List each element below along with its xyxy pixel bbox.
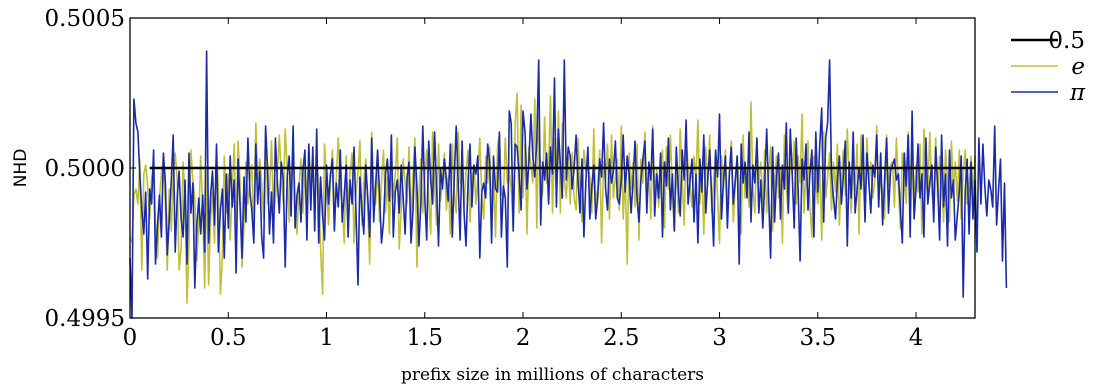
x-tick-label: 3.5 bbox=[800, 325, 837, 351]
y-tick-label: 0.5005 bbox=[45, 6, 125, 32]
legend-label-ref: 0.5 bbox=[1048, 28, 1085, 54]
series-line-pi bbox=[129, 50, 1008, 319]
legend: 0.5eπ bbox=[1011, 28, 1086, 106]
series-line-e bbox=[129, 92, 978, 304]
x-tick-label: 4 bbox=[909, 325, 924, 351]
y-tick-label: 0.4995 bbox=[45, 306, 125, 332]
legend-label-e: e bbox=[1071, 54, 1085, 80]
series-layer bbox=[129, 50, 1008, 319]
x-tick-label: 0.5 bbox=[210, 325, 247, 351]
x-tick-label: 2 bbox=[516, 325, 531, 351]
x-tick-label: 0 bbox=[123, 325, 138, 351]
x-tick-label: 1 bbox=[319, 325, 334, 351]
x-tick-label: 1.5 bbox=[406, 325, 443, 351]
legend-label-pi: π bbox=[1069, 80, 1086, 106]
ticks-layer: 0 0.5 1 1.5 2 2.5 3 3.5 4 0.4995 0.5000 0.5005 bbox=[45, 6, 975, 351]
x-tick-label: 3 bbox=[712, 325, 727, 351]
y-tick-label: 0.5000 bbox=[45, 156, 125, 182]
y-axis-label: NHD bbox=[11, 149, 31, 188]
x-axis-label: prefix size in millions of characters bbox=[401, 365, 704, 385]
x-tick-label: 2.5 bbox=[603, 325, 640, 351]
